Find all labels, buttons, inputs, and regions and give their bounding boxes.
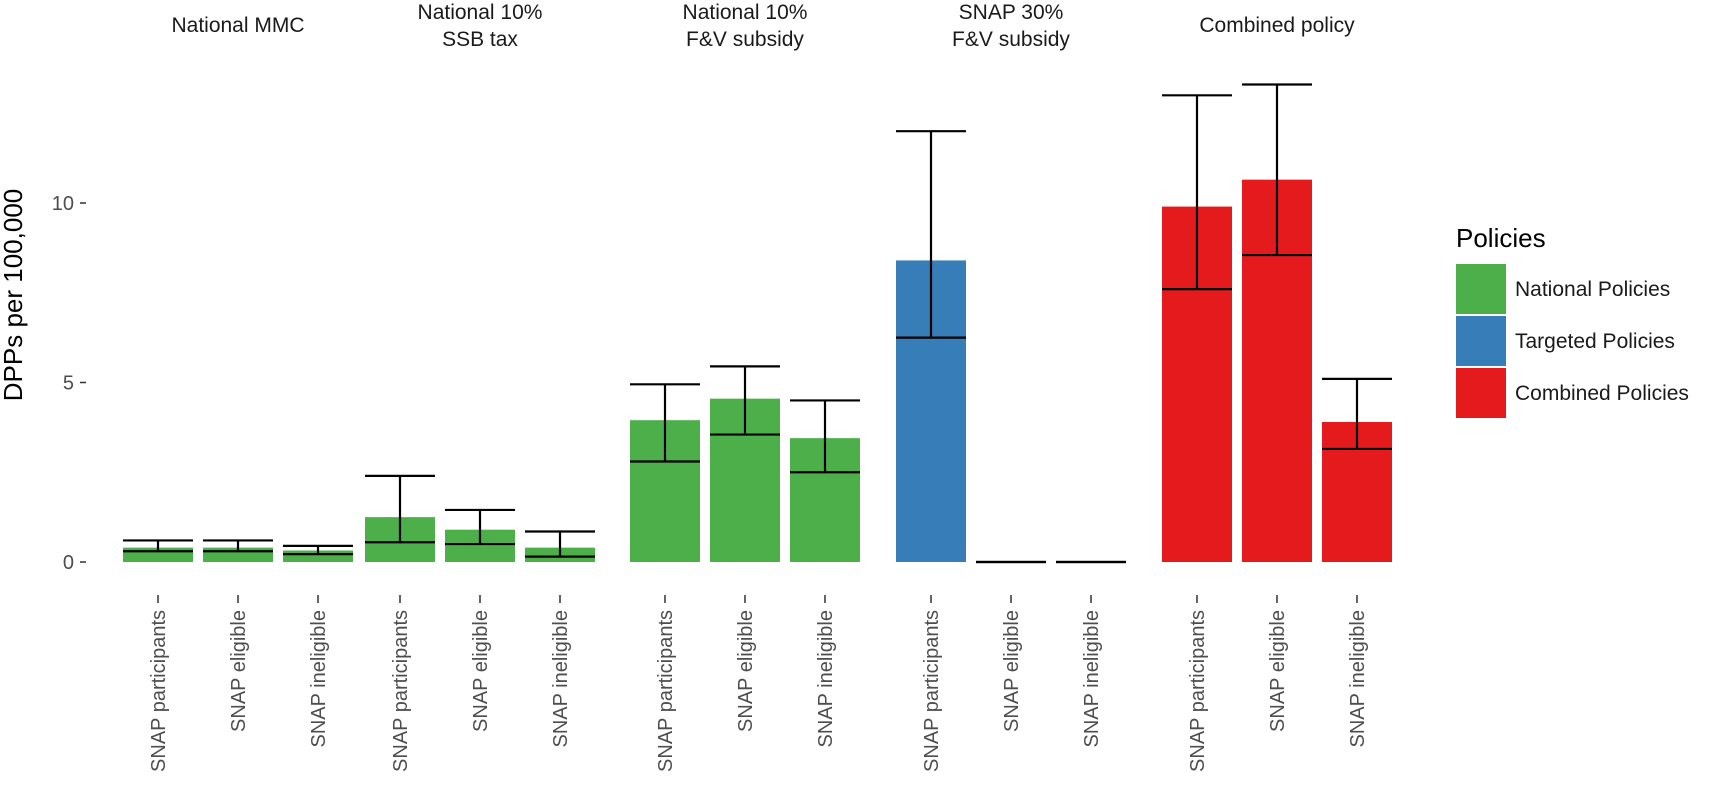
x-tick-label: SNAP participants: [148, 610, 170, 772]
x-tick-label: SNAP eligible: [735, 610, 757, 732]
y-tick-label: 10: [52, 193, 74, 215]
legend-swatch: [1456, 368, 1506, 418]
bar: [283, 550, 353, 562]
panel-title: Combined policy: [1199, 14, 1355, 37]
y-axis-label: DPPs per 100,000: [0, 189, 28, 401]
x-tick-label: SNAP participants: [390, 610, 412, 772]
panel-title: SNAP 30%: [959, 1, 1064, 24]
panel: SNAP 30% F&V subsidy SNAP participants SNAP…: [896, 1, 1126, 772]
y-tick-label: 5: [63, 373, 74, 395]
error-bar: [445, 508, 515, 546]
error-bar: [630, 383, 700, 463]
x-tick-label: SNAP participants: [655, 610, 677, 772]
legend-title: Policies: [1456, 223, 1546, 253]
error-bar: [790, 399, 860, 474]
x-tick-label: SNAP ineligible: [1081, 610, 1103, 748]
error-bar: [365, 474, 435, 544]
error-bar: [710, 365, 780, 436]
y-tick-label: 0: [63, 552, 74, 574]
x-tick-label: SNAP eligible: [470, 610, 492, 732]
panel: National 10% F&V subsidy SNAP participants…: [630, 1, 860, 772]
x-tick-label: SNAP eligible: [1267, 610, 1289, 732]
legend-swatch: [1456, 264, 1506, 314]
x-tick-label: SNAP eligible: [1001, 610, 1023, 732]
y-axis: 0 5 10: [52, 193, 86, 574]
error-bar: [1162, 94, 1232, 291]
panel-title: National MMC: [171, 14, 304, 37]
legend-label: National Policies: [1515, 278, 1670, 301]
x-tick-label: SNAP ineligible: [550, 610, 572, 748]
panel: National MMC SNAP participants SNAP eligib…: [123, 14, 353, 772]
panel-title: National 10%: [683, 1, 808, 24]
x-tick-label: SNAP ineligible: [815, 610, 837, 748]
panel: Combined policy SNAP participants SNAP eli…: [1162, 14, 1392, 772]
x-tick-label: SNAP participants: [921, 610, 943, 772]
legend-label: Targeted Policies: [1515, 330, 1675, 353]
chart-panels: National MMC SNAP participants SNAP eligib…: [123, 1, 1392, 772]
panel-title: National 10%: [418, 1, 543, 24]
legend-swatch: [1456, 316, 1506, 366]
legend: Policies National Policies Targeted Polic…: [1456, 223, 1689, 418]
panel-title: SSB tax: [442, 28, 518, 51]
panel: National 10% SSB tax SNAP participants SNAP…: [365, 1, 595, 772]
error-bar: [525, 530, 595, 558]
error-bar: [283, 544, 353, 556]
x-tick-label: SNAP ineligible: [308, 610, 330, 748]
panel-title: F&V subsidy: [952, 28, 1070, 51]
error-bar: [203, 539, 273, 553]
x-tick-label: SNAP participants: [1187, 610, 1209, 772]
panel-title: F&V subsidy: [686, 28, 804, 51]
x-tick-label: SNAP ineligible: [1347, 610, 1369, 748]
error-bar: [896, 130, 966, 339]
legend-label: Combined Policies: [1515, 382, 1689, 405]
error-bar: [1322, 377, 1392, 451]
x-tick-label: SNAP eligible: [228, 610, 250, 732]
error-bar: [123, 539, 193, 553]
error-bar: [1242, 83, 1312, 257]
